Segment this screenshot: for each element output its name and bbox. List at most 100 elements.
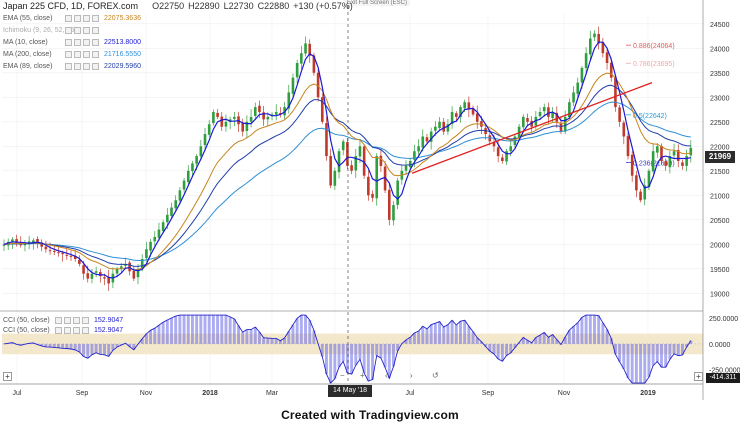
candle-body xyxy=(57,252,60,254)
cci-last-tag: -414.311 xyxy=(706,373,740,383)
candle-body xyxy=(115,268,119,274)
more-icon[interactable] xyxy=(92,38,99,46)
indicator-row-ma200[interactable]: MA (200, close) 21716.5550 xyxy=(3,48,323,60)
eye-icon[interactable] xyxy=(65,26,72,34)
eye-icon[interactable] xyxy=(65,14,72,22)
candle-body xyxy=(681,162,684,166)
more-icon[interactable] xyxy=(82,326,89,334)
cci-row-2[interactable]: CCI (50, close) 152.9047 xyxy=(3,325,123,335)
cci-value: 152.9047 xyxy=(94,316,124,324)
candle-body xyxy=(521,116,525,128)
candle-body xyxy=(274,112,278,115)
candle-body xyxy=(408,161,412,168)
quote-open: O22750 xyxy=(152,1,185,11)
indicator-row-ma10[interactable]: MA (10, close) 22513.8000 xyxy=(3,36,323,48)
close-icon[interactable] xyxy=(83,38,90,46)
close-icon[interactable] xyxy=(73,316,80,324)
scroll-right-button[interactable]: › xyxy=(410,371,413,380)
indicator-row-ema55[interactable]: EMA (55, close) 22075.3636 xyxy=(3,12,323,24)
settings-icon[interactable] xyxy=(74,62,81,70)
more-icon[interactable] xyxy=(92,14,99,22)
candle-body xyxy=(639,191,642,201)
reset-chart-button[interactable]: ↺ xyxy=(432,371,439,380)
price-chart[interactable]: 0.886(24064)0.786(23695)0.5(22642)0.236(… xyxy=(0,0,740,400)
cci-row-1[interactable]: CCI (50, close) 152.9047 xyxy=(3,315,123,325)
more-icon[interactable] xyxy=(92,62,99,70)
candle-body xyxy=(354,156,358,171)
candle-body xyxy=(609,62,613,78)
price-tick-label: 21000 xyxy=(710,193,730,200)
eye-icon[interactable] xyxy=(65,62,72,70)
candle-body xyxy=(161,222,165,231)
candle-body xyxy=(341,141,345,151)
settings-icon[interactable] xyxy=(74,38,81,46)
cci-legend: CCI (50, close) 152.9047 CCI (50, close)… xyxy=(3,315,123,335)
candle-body xyxy=(295,63,299,78)
candle-body xyxy=(387,189,391,220)
symbol-title[interactable]: Japan 225 CFD, 1D, FOREX.com xyxy=(3,1,139,11)
close-icon[interactable] xyxy=(83,62,90,70)
scroll-left-button[interactable]: ‹ xyxy=(385,371,388,380)
more-icon[interactable] xyxy=(92,50,99,58)
settings-icon[interactable] xyxy=(74,14,81,22)
settings-icon[interactable] xyxy=(64,316,71,324)
candle-body xyxy=(325,123,328,157)
candle-body xyxy=(601,42,605,54)
candle-body xyxy=(224,121,228,127)
quote-close: C22880 xyxy=(257,1,290,11)
candle-body xyxy=(178,190,182,201)
candle-body xyxy=(542,107,546,112)
close-icon[interactable] xyxy=(83,14,90,22)
close-icon[interactable] xyxy=(73,326,80,334)
settings-icon[interactable] xyxy=(74,50,81,58)
candle-body xyxy=(509,146,513,152)
candle-body xyxy=(404,165,408,171)
candle-body xyxy=(358,146,362,157)
candle-body xyxy=(425,137,429,142)
zoom-out-button[interactable]: − xyxy=(340,371,345,380)
indicator-value: 21716.5550 xyxy=(104,50,141,58)
candle-body xyxy=(676,150,680,161)
candle-body xyxy=(266,116,270,120)
candle-body xyxy=(350,165,353,171)
candle-body xyxy=(52,250,56,252)
more-icon[interactable] xyxy=(92,26,99,34)
candle-body xyxy=(538,112,542,117)
candle-body xyxy=(241,123,245,132)
candle-body xyxy=(589,38,592,55)
candle-body xyxy=(442,121,446,132)
candle-body xyxy=(584,53,588,69)
eye-icon[interactable] xyxy=(65,38,72,46)
candle-body xyxy=(258,105,261,112)
cci-line xyxy=(3,314,692,384)
eye-icon[interactable] xyxy=(65,50,72,58)
candle-body xyxy=(446,124,450,132)
add-pane-button[interactable]: + xyxy=(3,372,12,381)
more-icon[interactable] xyxy=(82,316,89,324)
eye-icon[interactable] xyxy=(55,316,62,324)
chart-area[interactable]: 0.886(24064)0.786(23695)0.5(22642)0.236(… xyxy=(0,0,740,400)
candle-body xyxy=(262,112,265,120)
indicator-value: 22513.8000 xyxy=(104,38,141,46)
exit-fullscreen-hint[interactable]: Exit Full Screen (ESC) xyxy=(344,0,411,6)
candle-body xyxy=(643,185,647,200)
eye-icon[interactable] xyxy=(55,326,62,334)
candle-body xyxy=(216,112,219,117)
price-tick-label: 24000 xyxy=(710,46,730,53)
add-scale-button[interactable]: + xyxy=(694,372,703,381)
candle-body xyxy=(90,273,94,279)
cci-name: CCI (50, close) xyxy=(3,316,50,324)
close-icon[interactable] xyxy=(83,50,90,58)
indicator-row-ichimoku[interactable]: Ichimoku (9, 26, 52, 26) xyxy=(3,24,323,36)
settings-icon[interactable] xyxy=(74,26,81,34)
quote-change: +130 (+0.57%) xyxy=(293,1,353,11)
candle-body xyxy=(291,77,295,94)
candle-body xyxy=(421,136,425,148)
indicator-row-ema89[interactable]: EMA (89, close) 22029.5960 xyxy=(3,60,323,72)
close-icon[interactable] xyxy=(83,26,90,34)
time-tick-label: Sep xyxy=(76,390,89,397)
candle-body xyxy=(300,53,303,64)
zoom-in-button[interactable]: + xyxy=(360,371,365,380)
price-tick-label: 20500 xyxy=(710,218,730,225)
settings-icon[interactable] xyxy=(64,326,71,334)
